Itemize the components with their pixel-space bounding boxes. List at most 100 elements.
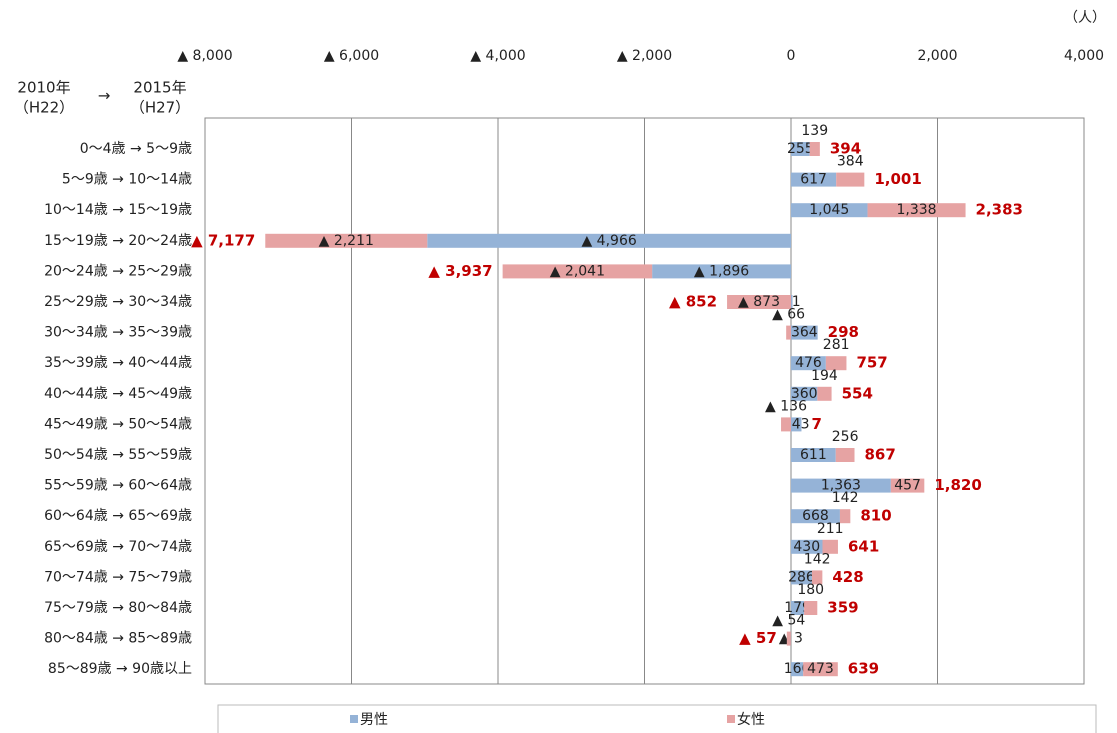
bar-value-label: 139 bbox=[801, 123, 828, 139]
bar-value-label: 360 bbox=[791, 386, 818, 402]
bar bbox=[822, 539, 838, 554]
bar bbox=[867, 203, 966, 218]
category-label: 50～54歳 → 55～59歳 bbox=[44, 447, 192, 463]
bar bbox=[811, 570, 823, 585]
bar-value-label: 180 bbox=[797, 582, 824, 598]
bar bbox=[781, 417, 791, 432]
legend-label: 女性 bbox=[737, 711, 765, 728]
bar-value-label: ▲ 2,041 bbox=[550, 263, 605, 279]
bar bbox=[791, 448, 836, 462]
bar bbox=[836, 172, 865, 187]
bar-value-label: 1,338 bbox=[897, 202, 937, 218]
bar bbox=[265, 233, 428, 248]
bar bbox=[809, 142, 820, 156]
total-label: 298 bbox=[828, 323, 859, 341]
bar bbox=[839, 509, 851, 524]
category-label: 45～49歳 → 50～54歳 bbox=[44, 416, 192, 432]
bar bbox=[791, 203, 868, 218]
total-label: 7 bbox=[811, 415, 821, 433]
legend-box bbox=[217, 704, 1097, 733]
bar-value-label: ▲ 54 bbox=[772, 613, 805, 629]
total-label: 554 bbox=[842, 384, 873, 402]
total-label: 359 bbox=[827, 599, 858, 617]
bar-value-label: 430 bbox=[793, 539, 820, 555]
category-label: 5～9歳 → 10～14歳 bbox=[62, 172, 192, 188]
bar bbox=[727, 295, 791, 309]
total-label: 1,820 bbox=[934, 476, 981, 494]
total-label: ▲ 852 bbox=[669, 293, 717, 311]
bar bbox=[791, 172, 837, 187]
bar bbox=[890, 478, 925, 493]
bar-value-label: 194 bbox=[811, 368, 838, 384]
category-label: 80～84歳 → 85～89歳 bbox=[44, 631, 192, 647]
bar bbox=[791, 539, 823, 554]
category-label: 65～69歳 → 70～74歳 bbox=[44, 539, 192, 555]
bar bbox=[791, 356, 826, 371]
bar-value-label: 1,045 bbox=[809, 202, 849, 218]
bar-value-label: 255 bbox=[787, 141, 814, 157]
category-label: 70～74歳 → 75～79歳 bbox=[44, 569, 192, 585]
total-label: 810 bbox=[860, 507, 891, 525]
bar bbox=[835, 448, 855, 462]
bar bbox=[427, 233, 791, 248]
bar bbox=[502, 264, 653, 279]
total-label: 1,001 bbox=[874, 170, 921, 188]
x-tick-label: 4,000 bbox=[1064, 48, 1104, 64]
total-label: 639 bbox=[848, 660, 879, 678]
category-label: 15～19歳 → 20～24歳 bbox=[44, 233, 192, 249]
total-label: 757 bbox=[856, 354, 887, 372]
category-label: 0～4歳 → 5～9歳 bbox=[80, 141, 192, 157]
total-label: 2,383 bbox=[976, 201, 1023, 219]
total-label: 867 bbox=[865, 446, 896, 464]
bar bbox=[791, 570, 812, 585]
unit-label: （人） bbox=[1064, 10, 1106, 26]
x-tick-label: 2,000 bbox=[917, 48, 957, 64]
bar-value-label: 611 bbox=[800, 447, 827, 463]
bar-value-label: ▲ 66 bbox=[772, 307, 805, 323]
bar-value-label: 142 bbox=[804, 551, 831, 567]
total-label: 428 bbox=[832, 568, 863, 586]
header-to-year: 2015年 bbox=[133, 79, 186, 97]
bar-value-label: ▲ 873 bbox=[738, 294, 780, 310]
header-from-era: （H22） bbox=[14, 99, 74, 117]
x-tick-label: ▲ 8,000 bbox=[177, 48, 232, 64]
bar bbox=[786, 631, 791, 646]
bar-value-label: ▲ 1,896 bbox=[694, 263, 749, 279]
category-label: 85～89歳 → 90歳以上 bbox=[48, 661, 192, 677]
bar-value-label: 476 bbox=[795, 355, 822, 371]
category-label: 60～64歳 → 65～69歳 bbox=[44, 508, 192, 524]
total-label: 641 bbox=[848, 537, 879, 555]
bar-value-label: 384 bbox=[837, 154, 864, 170]
legend-label: 男性 bbox=[360, 712, 388, 728]
bar bbox=[817, 386, 832, 401]
category-label: 20～24歳 → 25～29歳 bbox=[44, 263, 192, 279]
total-label: ▲ 7,177 bbox=[191, 231, 255, 249]
header-to-era: （H27） bbox=[130, 99, 190, 117]
x-tick-label: ▲ 4,000 bbox=[470, 48, 525, 64]
bar-value-label: 364 bbox=[791, 325, 818, 341]
bar bbox=[652, 264, 791, 279]
bar bbox=[791, 142, 810, 156]
category-label: 25～29歳 → 30～34歳 bbox=[44, 294, 192, 310]
category-label: 30～34歳 → 35～39歳 bbox=[44, 325, 192, 341]
bar bbox=[791, 662, 804, 677]
bar bbox=[791, 417, 802, 432]
bar bbox=[791, 386, 818, 401]
bar-value-label: ▲ 136 bbox=[765, 398, 807, 414]
bar-value-label: 617 bbox=[800, 172, 827, 188]
bar-value-label: 473 bbox=[807, 661, 834, 677]
bar bbox=[791, 295, 793, 309]
bar-value-label: 211 bbox=[817, 521, 844, 537]
bar-value-label: 286 bbox=[788, 569, 815, 585]
x-tick-label: ▲ 2,000 bbox=[617, 48, 672, 64]
x-tick-label: 0 bbox=[787, 48, 796, 64]
bar bbox=[803, 662, 838, 677]
bar-value-label: ▲ 3 bbox=[779, 631, 803, 647]
bar-value-label: ▲ 4,966 bbox=[581, 233, 636, 249]
total-label: ▲ 3,937 bbox=[428, 262, 492, 280]
category-label: 40～44歳 → 45～49歳 bbox=[44, 386, 192, 402]
category-label: 10～14歳 → 15～19歳 bbox=[44, 202, 192, 218]
bar-value-label: 1,363 bbox=[821, 478, 861, 494]
bar bbox=[804, 601, 818, 615]
